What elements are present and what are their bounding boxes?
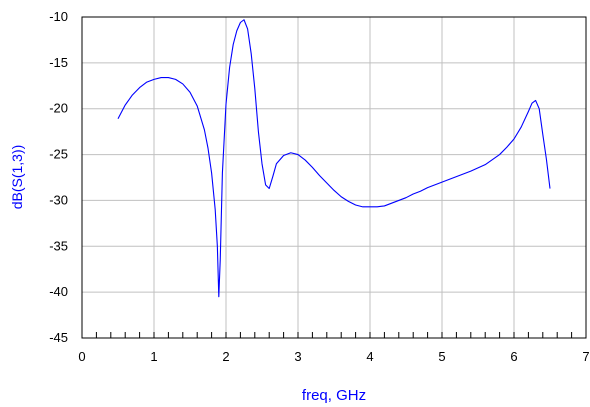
series-line bbox=[117, 19, 551, 298]
y-tick-label: -10 bbox=[49, 9, 68, 24]
x-tick-label: 3 bbox=[294, 349, 301, 364]
y-tick-label: -30 bbox=[49, 192, 68, 207]
y-tick-label: -45 bbox=[49, 330, 68, 345]
x-axis-label: freq, GHz bbox=[302, 387, 366, 404]
x-tick-labels: 0 1 2 3 4 5 6 7 bbox=[78, 349, 589, 364]
x-tick-label: 6 bbox=[510, 349, 517, 364]
y-tick-label: -15 bbox=[49, 55, 68, 70]
minor-ticks bbox=[81, 332, 587, 338]
y-tick-labels: -45 -40 -35 -30 -25 -20 -15 -10 bbox=[49, 9, 68, 345]
y-tick-label: -35 bbox=[49, 238, 68, 253]
y-tick-label: -40 bbox=[49, 284, 68, 299]
y-tick-label: -20 bbox=[49, 101, 68, 116]
grid-lines bbox=[81, 16, 587, 339]
y-axis-label: dB(S(1,3)) bbox=[9, 145, 25, 210]
x-tick-label: 7 bbox=[582, 349, 589, 364]
plot-frame bbox=[81, 16, 587, 339]
x-tick-label: 1 bbox=[150, 349, 157, 364]
y-tick-label: -25 bbox=[49, 147, 68, 162]
x-tick-label: 0 bbox=[78, 349, 85, 364]
x-tick-label: 2 bbox=[222, 349, 229, 364]
x-tick-label: 4 bbox=[366, 349, 373, 364]
x-tick-label: 5 bbox=[438, 349, 445, 364]
